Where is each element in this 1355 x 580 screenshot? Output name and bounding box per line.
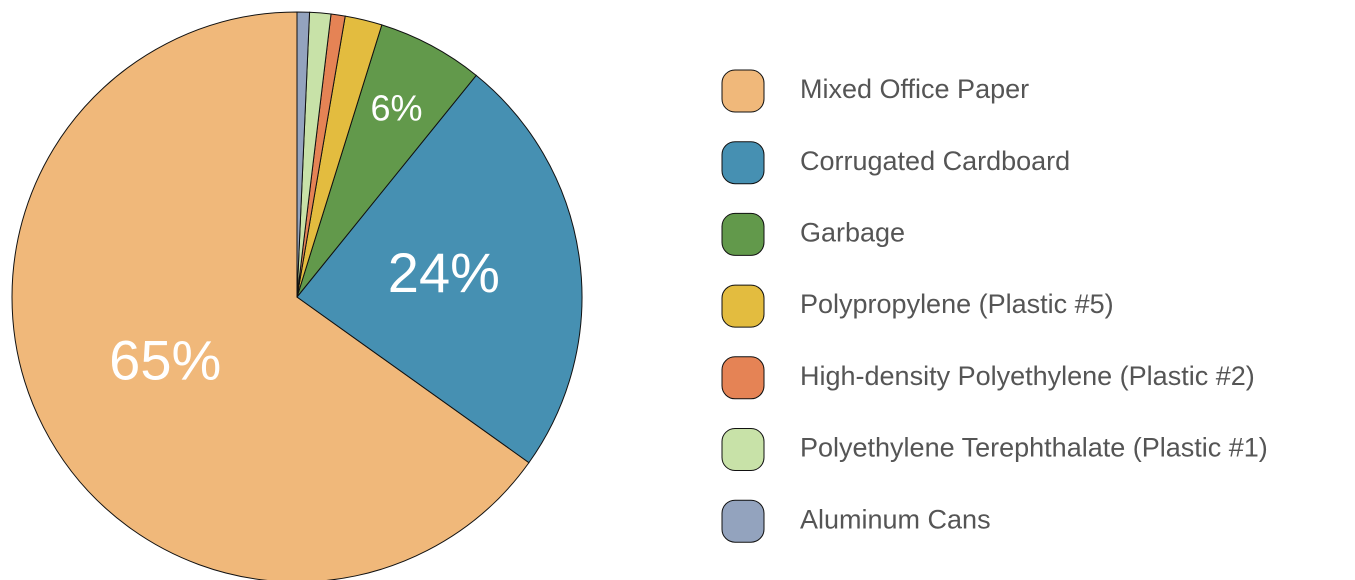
legend-swatch xyxy=(721,356,765,400)
legend-label: Garbage xyxy=(800,218,905,248)
legend-swatch xyxy=(721,212,765,256)
pie-slice xyxy=(296,74,583,464)
legend-label: Polypropylene (Plastic #5) xyxy=(800,289,1114,319)
slice-label: 6% xyxy=(370,88,422,129)
legend-swatch xyxy=(721,428,765,471)
pie-slice xyxy=(296,11,311,298)
slice-label: 65% xyxy=(109,329,221,392)
legend-label: Mixed Office Paper xyxy=(800,74,1029,104)
slice-label: 24% xyxy=(388,241,500,304)
legend-swatch xyxy=(721,141,765,185)
legend-label: Corrugated Cardboard xyxy=(800,146,1070,176)
legend-swatch xyxy=(721,284,765,328)
legend-swatch xyxy=(721,499,765,543)
pie-slice xyxy=(11,11,530,580)
legend-label: High-density Polyethylene (Plastic #2) xyxy=(800,361,1255,391)
legend-label: Polyethylene Terephthalate (Plastic #1) xyxy=(800,433,1268,463)
legend-label: Aluminum Cans xyxy=(800,504,991,534)
legend-swatch xyxy=(721,69,765,113)
